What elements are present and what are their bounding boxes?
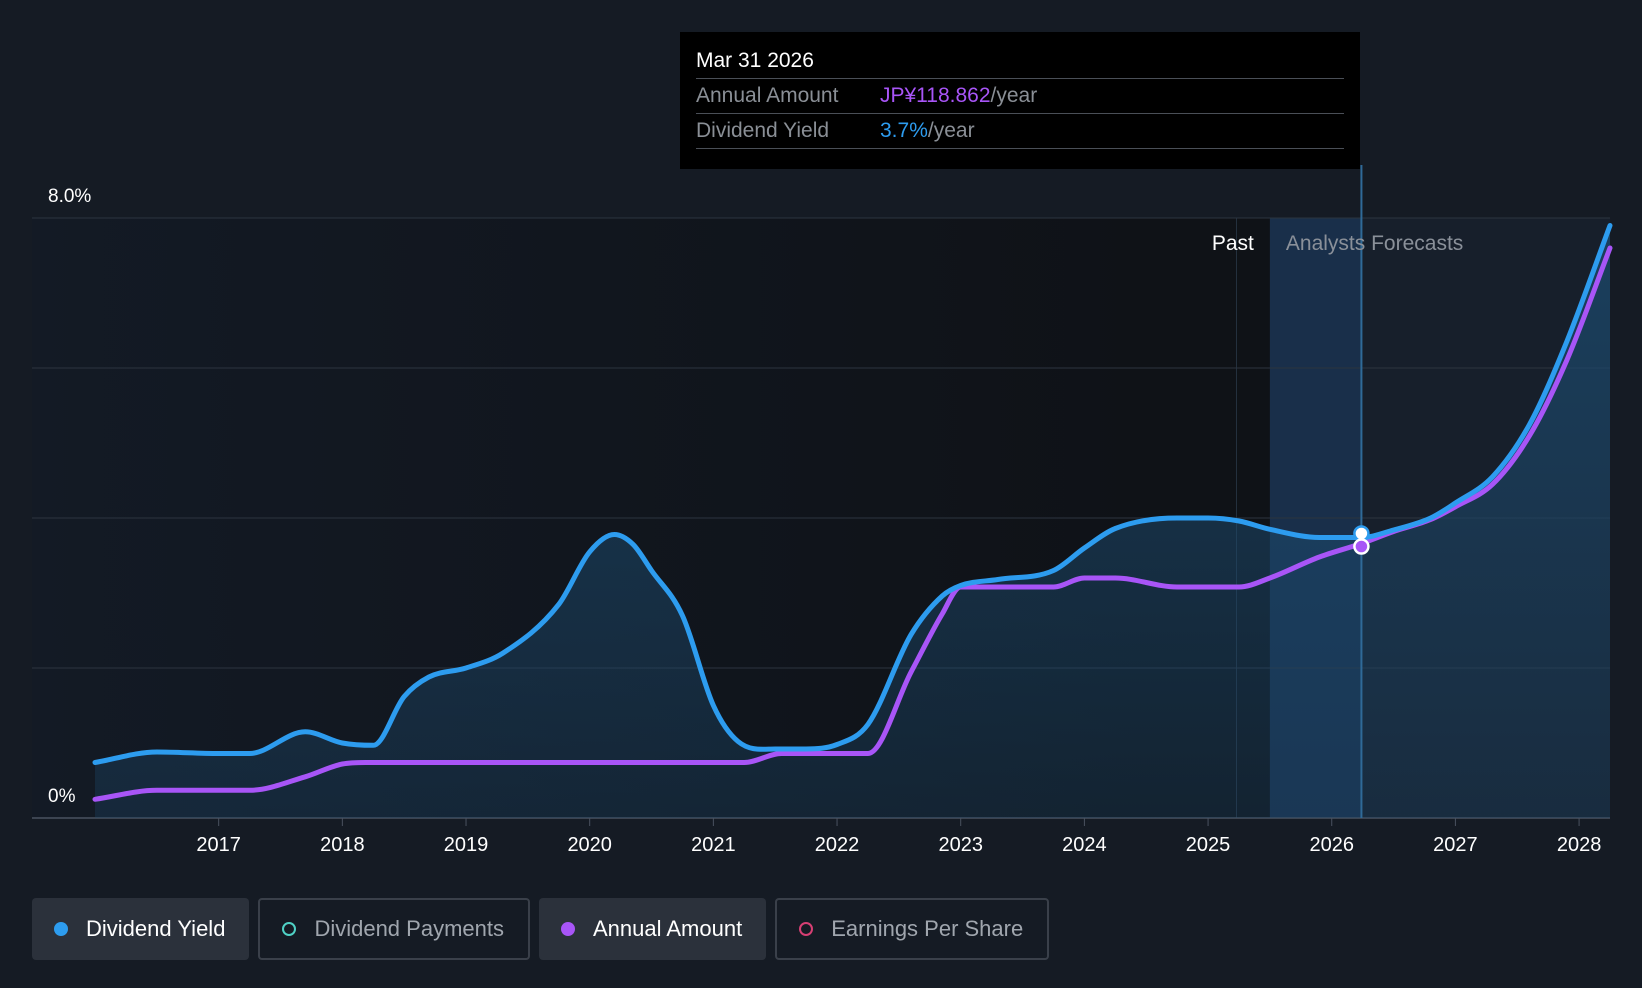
x-tick-label: 2023 (938, 834, 983, 856)
hover-markers (1353, 525, 1370, 555)
dividend-yield-area (95, 225, 1610, 818)
past-label: Past (1212, 232, 1254, 255)
x-axis-ticks: 2017 2018 2019 2020 2021 2022 2023 2024 2025 2026… (196, 818, 1601, 856)
tooltip-value: 3.7% (880, 119, 928, 142)
annual-amount-marker (1353, 538, 1370, 555)
x-tick-label: 2017 (196, 834, 241, 856)
x-tick-label: 2022 (815, 834, 860, 856)
tooltip-label: Dividend Yield (696, 119, 830, 142)
legend-dot-icon (560, 922, 575, 936)
analysts-forecasts-label: Analysts Forecasts (1286, 232, 1463, 255)
legend-ring-icon (799, 922, 814, 936)
x-tick-label: 2028 (1557, 834, 1602, 856)
legend-dot-icon (54, 922, 68, 936)
y-axis-labels: 8.0% 0% (48, 186, 91, 807)
legend-earnings-per-share-button[interactable]: Earnings Per Share (775, 898, 1050, 960)
tooltip: Mar 31 2026 Annual Amount JP¥118.862 /ye… (680, 32, 1360, 169)
x-tick-label: 2020 (567, 834, 612, 856)
x-tick-label: 2018 (320, 834, 365, 856)
legend-label: Dividend Payments (314, 916, 504, 941)
dividend-yield-line (92, 223, 1613, 765)
legend-dividend-yield-button[interactable]: Dividend Yield (32, 898, 250, 960)
tooltip-unit: /year (927, 119, 975, 142)
tooltip-row-annual-amount: Annual Amount JP¥118.862 /year (696, 78, 1344, 113)
x-tick-label: 2021 (691, 834, 736, 856)
tooltip-row-dividend-yield: Dividend Yield 3.7% /year (696, 113, 1344, 149)
chart-svg: 2017 2018 2019 2020 2021 2022 2023 2024 2025 2026… (32, 165, 1613, 856)
y-tick-label: 0% (48, 786, 76, 807)
legend-label: Earnings Per Share (831, 916, 1024, 941)
x-tick-label: 2027 (1433, 834, 1478, 856)
x-tick-label: 2019 (444, 834, 489, 856)
legend-label: Dividend Yield (86, 916, 226, 941)
legend-annual-amount-button[interactable]: Annual Amount (538, 898, 767, 960)
legend-label: Annual Amount (592, 916, 743, 941)
tooltip-unit: /year (990, 84, 1038, 107)
tooltip-label: Annual Amount (696, 84, 839, 107)
x-tick-label: 2024 (1062, 834, 1107, 856)
y-tick-label: 8.0% (48, 186, 91, 207)
tooltip-date: Mar 31 2026 (696, 49, 814, 72)
legend-dividend-payments-button[interactable]: Dividend Payments (258, 898, 530, 960)
x-tick-label: 2025 (1186, 834, 1231, 856)
tooltip-value: JP¥118.862 (880, 84, 991, 107)
series-lines (92, 223, 1613, 802)
x-tick-label: 2026 (1309, 834, 1354, 856)
legend: Dividend Yield Dividend Payments Annual … (32, 898, 1050, 960)
legend-ring-icon (282, 922, 297, 936)
